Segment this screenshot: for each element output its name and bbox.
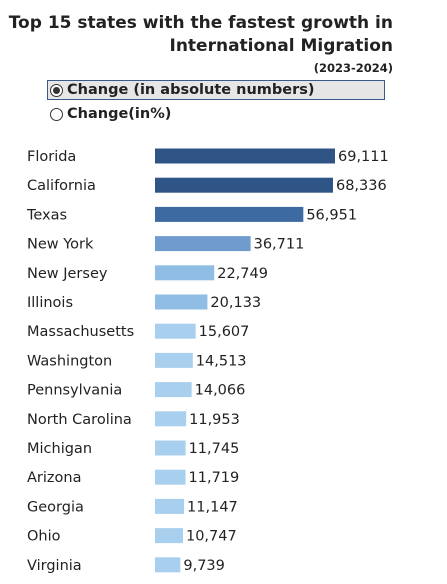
category-label-ohio: Ohio — [27, 529, 61, 545]
chart-title-line-1: Top 15 states with the fastest growth in — [8, 13, 393, 33]
bar-massachusetts[interactable] — [155, 323, 196, 339]
bar-virginia[interactable] — [155, 557, 181, 573]
category-label-pennsylvania: Pennsylvania — [27, 383, 122, 399]
category-label-texas: Texas — [26, 207, 67, 223]
bar-ohio[interactable] — [155, 528, 183, 544]
value-label-michigan: 11,745 — [189, 441, 240, 457]
chart-title-line-2: International Migration — [169, 36, 394, 56]
option-absolute-label: Change (in absolute numbers) — [67, 82, 315, 98]
category-label-arizona: Arizona — [27, 470, 81, 486]
bar-illinois[interactable] — [155, 294, 208, 310]
value-label-virginia: 9,739 — [183, 558, 225, 574]
bar-florida[interactable] — [155, 148, 335, 164]
bar-washington[interactable] — [155, 352, 193, 368]
radio-unselected-icon[interactable] — [50, 107, 63, 121]
value-label-washington: 14,513 — [196, 353, 247, 369]
category-label-north-carolina: North Carolina — [27, 412, 132, 428]
value-label-new-york: 36,711 — [254, 237, 305, 253]
value-label-north-carolina: 11,953 — [189, 412, 240, 428]
value-label-new-jersey: 22,749 — [217, 266, 268, 282]
category-label-georgia: Georgia — [27, 499, 84, 515]
category-label-california: California — [27, 178, 96, 194]
category-label-washington: Washington — [27, 353, 112, 369]
value-label-arizona: 11,719 — [189, 470, 240, 486]
value-label-florida: 69,111 — [338, 149, 389, 165]
value-label-pennsylvania: 14,066 — [195, 383, 246, 399]
chart-title: Top 15 states with the fastest growth in… — [9, 12, 393, 58]
category-label-new-york: New York — [27, 237, 94, 253]
metric-toggle: Change (in absolute numbers) Change(in%) — [47, 80, 385, 125]
category-label-illinois: Illinois — [27, 295, 73, 311]
option-absolute-change[interactable]: Change (in absolute numbers) — [47, 80, 385, 100]
value-label-ohio: 10,747 — [186, 529, 237, 545]
chart-subtitle: (2023-2024) — [313, 61, 393, 75]
bar-michigan[interactable] — [155, 440, 186, 456]
radio-selected-icon[interactable] — [50, 83, 63, 97]
bar-california[interactable] — [155, 177, 333, 193]
bar-new-jersey[interactable] — [155, 265, 215, 281]
category-label-florida: Florida — [27, 149, 76, 165]
bar-georgia[interactable] — [155, 498, 185, 514]
bar-new-york[interactable] — [155, 236, 251, 252]
category-label-new-jersey: New Jersey — [27, 266, 108, 282]
value-label-massachusetts: 15,607 — [199, 324, 250, 340]
option-percent-change[interactable]: Change(in%) — [47, 103, 385, 125]
value-label-california: 68,336 — [336, 178, 387, 194]
value-label-georgia: 11,147 — [187, 499, 238, 515]
value-label-illinois: 20,133 — [210, 295, 261, 311]
category-label-massachusetts: Massachusetts — [27, 324, 134, 340]
category-label-virginia: Virginia — [27, 558, 82, 574]
category-label-michigan: Michigan — [27, 441, 92, 457]
bar-texas[interactable] — [155, 206, 304, 222]
value-label-texas: 56,951 — [306, 207, 357, 223]
bar-pennsylvania[interactable] — [155, 382, 192, 398]
bar-north-carolina[interactable] — [155, 411, 187, 427]
option-percent-label: Change(in%) — [67, 106, 172, 122]
bar-arizona[interactable] — [155, 469, 186, 485]
